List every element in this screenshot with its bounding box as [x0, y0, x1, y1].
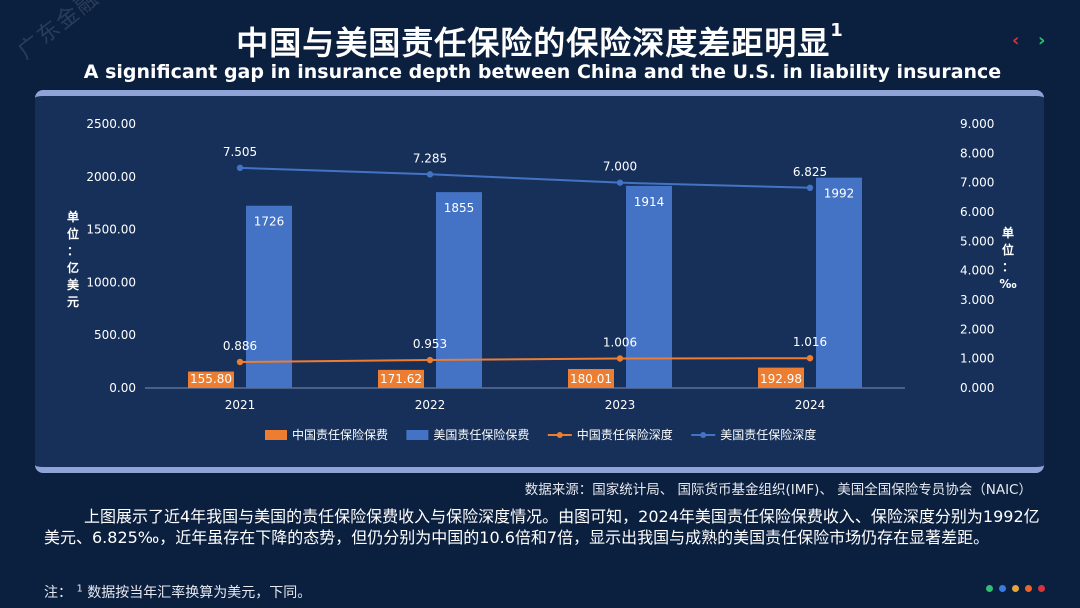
right-axis-tick-label: 6.000: [960, 205, 994, 219]
line-value-label: 0.953: [413, 337, 447, 351]
right-axis-tick-label: 9.000: [960, 117, 994, 131]
series-line: [239, 166, 811, 189]
line-point: [236, 358, 244, 366]
legend-swatch-marker: [556, 432, 563, 438]
footnote: 注： 1 数据按当年汇率换算为美元，下同。: [44, 583, 312, 601]
next-arrow-icon[interactable]: ›: [1038, 30, 1046, 51]
description-paragraph: 上图展示了近4年我国与美国的责任保险保费收入与保险深度情况。由图可知，2024年…: [44, 507, 1040, 547]
right-axis-tick-label: 8.000: [960, 146, 994, 160]
x-axis-tick-label: 2023: [605, 398, 636, 412]
bar: [568, 368, 614, 388]
line-value-label: 1.016: [793, 335, 827, 349]
bar: [436, 192, 482, 388]
data-source: 数据来源：国家统计局、 国际货币基金组织(IMF)、 美国全国保险专员协会（NA…: [524, 482, 1032, 498]
slide-dot: [1012, 585, 1019, 592]
bar: [816, 177, 862, 388]
right-axis-tick-label: 1.000: [960, 352, 994, 366]
bar: [626, 185, 672, 388]
bar: [758, 367, 804, 388]
bar-value-label: 180.01: [570, 372, 612, 386]
right-axis-tick-label: 7.000: [960, 176, 994, 190]
bar-value-label: 1992: [824, 187, 855, 201]
left-axis-tick-label: 1000.00: [86, 275, 136, 289]
slide-dot: [1038, 585, 1045, 592]
line-value-label: 1.006: [603, 335, 637, 349]
page-subtitle: A significant gap in insurance depth bet…: [83, 61, 1002, 83]
x-axis-tick-label: 2021: [225, 398, 256, 412]
legend-swatch: [265, 430, 287, 440]
bar: [188, 371, 234, 388]
left-axis-tick-label: 1500.00: [86, 223, 136, 237]
chart-panel: [35, 90, 1044, 473]
legend-label: 美国责任保险深度: [720, 427, 816, 442]
line-point: [806, 354, 814, 362]
legend-swatch-marker: [700, 432, 707, 438]
right-axis-tick-label: 4.000: [960, 264, 994, 278]
right-axis-tick-label: 3.000: [960, 293, 994, 307]
legend-swatch: [406, 430, 429, 440]
right-axis-title: 单位：‰: [999, 225, 1016, 291]
slide-dot: [986, 585, 993, 592]
bar-value-label: 1726: [254, 215, 285, 229]
bar-value-label: 171.62: [380, 372, 422, 386]
left-axis-tick-label: 2000.00: [86, 170, 136, 184]
right-axis-tick-label: 5.000: [960, 234, 994, 248]
legend-label: 中国责任保险深度: [577, 427, 673, 442]
x-axis-tick-label: 2024: [795, 398, 826, 412]
line-value-label: 6.825: [793, 165, 827, 179]
bar-value-label: 1855: [444, 201, 475, 215]
line-value-label: 7.505: [223, 145, 257, 159]
slide-dot: [1025, 585, 1032, 592]
line-value-label: 7.285: [413, 151, 447, 165]
slide-dots: [986, 577, 1051, 596]
bar: [378, 369, 424, 388]
line-value-label: 0.886: [223, 339, 257, 353]
bar: [246, 205, 292, 388]
title-footnote-marker: 1: [830, 20, 844, 41]
left-axis-tick-label: 0.00: [109, 381, 136, 395]
bar-value-label: 192.98: [760, 372, 802, 386]
combo-chart: 0.00 500.00 1000.00 1500.00 2000.00 2500.00 0.…: [67, 117, 1017, 442]
legend-label: 中国责任保险保费: [292, 427, 388, 442]
line-point: [426, 356, 434, 364]
left-axis-tick-label: 500.00: [94, 328, 136, 342]
series-line: [239, 357, 811, 364]
right-axis-tick-label: 2.000: [960, 322, 994, 336]
legend-label: 美国责任保险保费: [433, 427, 529, 442]
bar-value-label: 155.80: [190, 372, 232, 386]
line-point: [616, 179, 624, 186]
line-point: [426, 171, 434, 178]
slide-dot: [999, 585, 1006, 592]
right-axis-tick-label: 0.000: [960, 381, 994, 395]
bar-value-label: 1914: [634, 195, 665, 209]
left-axis-title: 单位：亿美元: [67, 209, 80, 309]
x-axis-tick-label: 2022: [415, 398, 446, 412]
line-value-label: 7.000: [603, 160, 637, 174]
left-axis-tick-label: 2500.00: [86, 117, 136, 131]
line-point: [616, 355, 624, 362]
line-point: [806, 184, 814, 191]
page-title: 中国与美国责任保险的保险深度差距明显1: [236, 20, 844, 62]
previous-arrow-icon[interactable]: ‹: [1012, 30, 1020, 51]
line-point: [236, 164, 244, 172]
